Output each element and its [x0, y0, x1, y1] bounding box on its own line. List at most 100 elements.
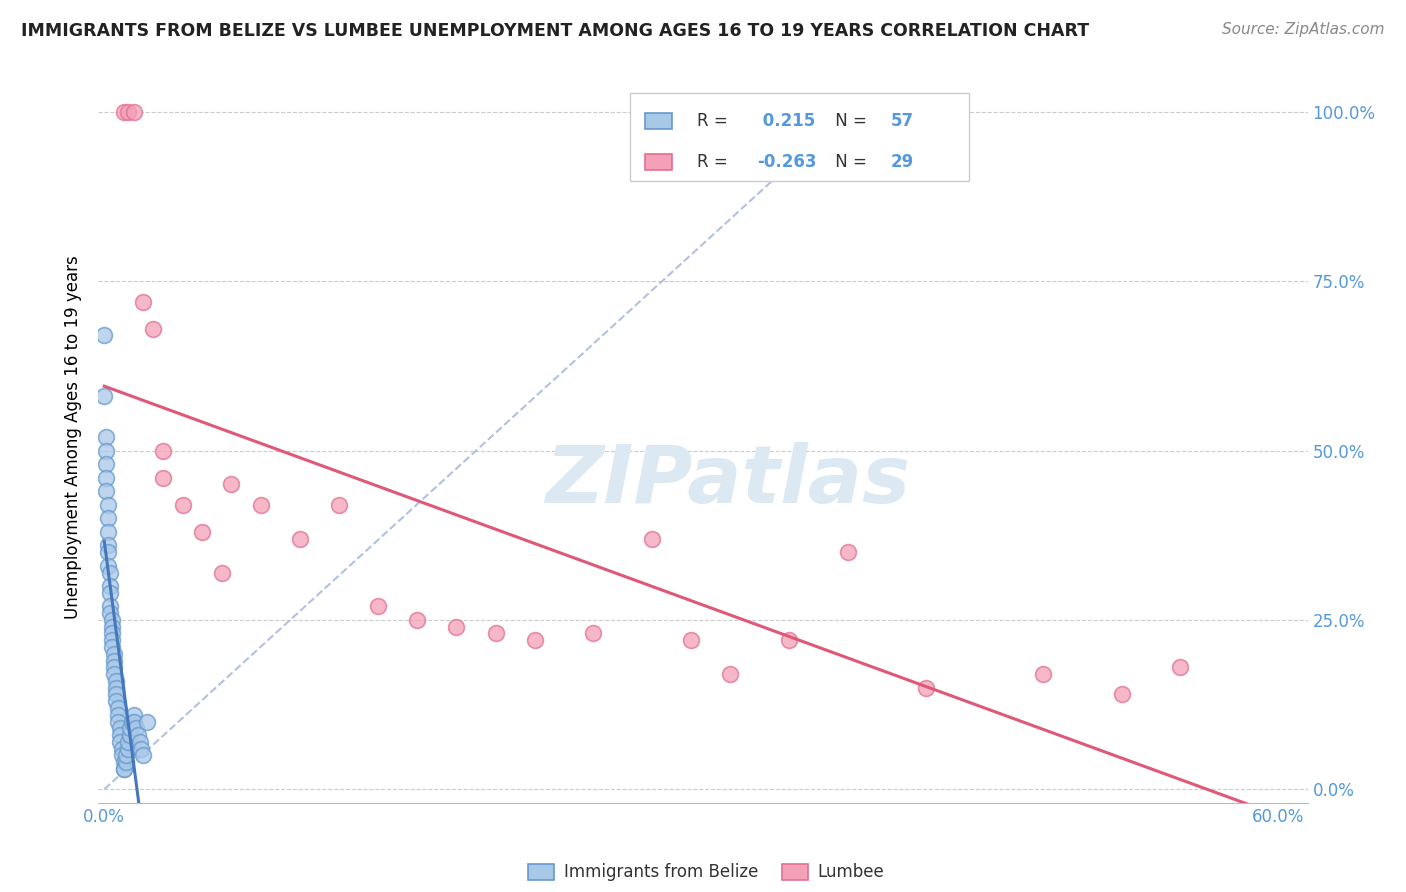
Point: [118, 721, 141, 735]
Point: [132, 748, 155, 763]
Point: [97, 538, 120, 552]
Text: N =: N =: [830, 153, 872, 170]
Point: [117, 105, 139, 120]
Text: R =: R =: [697, 153, 733, 170]
Text: Source: ZipAtlas.com: Source: ZipAtlas.com: [1222, 22, 1385, 37]
Point: [152, 471, 174, 485]
Point: [111, 741, 134, 756]
Point: [96, 484, 118, 499]
Point: [681, 633, 703, 648]
Point: [103, 660, 125, 674]
Text: 0.215: 0.215: [758, 112, 815, 130]
Point: [112, 105, 135, 120]
Point: [101, 633, 124, 648]
Point: [191, 524, 214, 539]
Point: [915, 681, 938, 695]
Point: [112, 762, 135, 776]
Point: [211, 566, 233, 580]
Point: [97, 498, 120, 512]
Point: [128, 735, 150, 749]
Point: [121, 714, 143, 729]
Point: [107, 701, 129, 715]
Point: [114, 748, 136, 763]
Point: [105, 688, 128, 702]
Point: [103, 667, 125, 681]
Point: [641, 532, 664, 546]
Point: [105, 673, 128, 688]
FancyBboxPatch shape: [782, 864, 808, 880]
Point: [93, 328, 115, 343]
Point: [111, 748, 134, 763]
Point: [108, 735, 131, 749]
Point: [288, 532, 311, 546]
Point: [112, 762, 135, 776]
Text: Lumbee: Lumbee: [818, 863, 884, 881]
Point: [96, 443, 118, 458]
Point: [118, 728, 141, 742]
Point: [152, 443, 174, 458]
Point: [117, 735, 139, 749]
Point: [132, 294, 155, 309]
Text: IMMIGRANTS FROM BELIZE VS LUMBEE UNEMPLOYMENT AMONG AGES 16 TO 19 YEARS CORRELAT: IMMIGRANTS FROM BELIZE VS LUMBEE UNEMPLO…: [21, 22, 1090, 40]
Point: [406, 613, 429, 627]
Point: [98, 579, 121, 593]
Y-axis label: Unemployment Among Ages 16 to 19 years: Unemployment Among Ages 16 to 19 years: [65, 255, 83, 619]
Point: [101, 640, 124, 654]
Point: [97, 524, 120, 539]
Point: [582, 626, 605, 640]
Point: [108, 728, 131, 742]
FancyBboxPatch shape: [527, 864, 554, 880]
Point: [96, 457, 118, 471]
FancyBboxPatch shape: [630, 94, 969, 181]
Point: [101, 613, 124, 627]
Point: [98, 599, 121, 614]
Text: 57: 57: [890, 112, 914, 130]
Point: [101, 626, 124, 640]
Text: ZIPatlas: ZIPatlas: [544, 442, 910, 520]
Text: N =: N =: [830, 112, 872, 130]
Point: [221, 477, 243, 491]
Point: [98, 586, 121, 600]
Point: [103, 654, 125, 668]
Point: [136, 714, 159, 729]
Point: [718, 667, 741, 681]
Point: [1111, 688, 1133, 702]
Point: [108, 721, 131, 735]
Point: [1032, 667, 1054, 681]
Point: [837, 545, 859, 559]
Point: [117, 741, 139, 756]
Point: [114, 755, 136, 769]
Point: [112, 755, 135, 769]
Point: [98, 606, 121, 620]
Point: [127, 728, 149, 742]
Point: [172, 498, 194, 512]
Point: [97, 545, 120, 559]
Point: [103, 647, 125, 661]
Text: R =: R =: [697, 112, 733, 130]
Point: [97, 511, 120, 525]
Point: [101, 620, 124, 634]
Point: [105, 694, 128, 708]
Point: [96, 430, 118, 444]
Point: [122, 105, 145, 120]
Text: 29: 29: [890, 153, 914, 170]
Point: [142, 322, 165, 336]
Text: Immigrants from Belize: Immigrants from Belize: [564, 863, 758, 881]
Point: [97, 558, 120, 573]
Point: [250, 498, 273, 512]
Text: -0.263: -0.263: [758, 153, 817, 170]
Point: [98, 566, 121, 580]
FancyBboxPatch shape: [645, 113, 672, 129]
Point: [105, 681, 128, 695]
Point: [446, 620, 468, 634]
Point: [778, 633, 800, 648]
Point: [107, 714, 129, 729]
Point: [131, 741, 153, 756]
Point: [122, 707, 145, 722]
Point: [367, 599, 389, 614]
FancyBboxPatch shape: [645, 153, 672, 169]
Point: [93, 389, 115, 403]
Point: [96, 471, 118, 485]
Point: [107, 707, 129, 722]
Point: [523, 633, 546, 648]
